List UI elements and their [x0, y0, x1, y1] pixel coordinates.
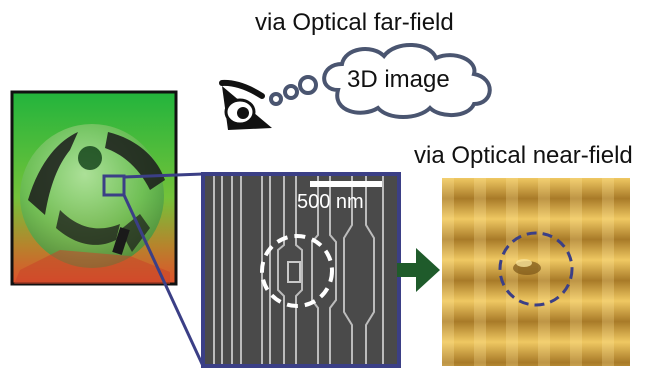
scale-bar-label: 500 nm	[297, 191, 364, 213]
arrow-right-icon	[397, 248, 440, 292]
thought-bubble-text: 3D image	[347, 66, 450, 93]
thought-dots	[269, 75, 318, 106]
eye-icon	[219, 79, 272, 130]
near-field-dashed-circle	[498, 231, 574, 307]
scale-bar	[310, 181, 382, 187]
zoom-region-marker	[102, 174, 126, 197]
near-field-image	[442, 178, 630, 366]
hologram-photo	[10, 90, 178, 286]
zoom-line-bottom	[122, 194, 205, 367]
near-field-label: via Optical near-field	[414, 142, 633, 169]
zoom-line-top	[123, 172, 204, 179]
sem-image: 500 nm	[201, 172, 401, 368]
thought-cloud-icon: 3D image	[322, 42, 492, 119]
sem-dashed-circle	[260, 234, 334, 308]
far-field-label: via Optical far-field	[255, 9, 454, 36]
